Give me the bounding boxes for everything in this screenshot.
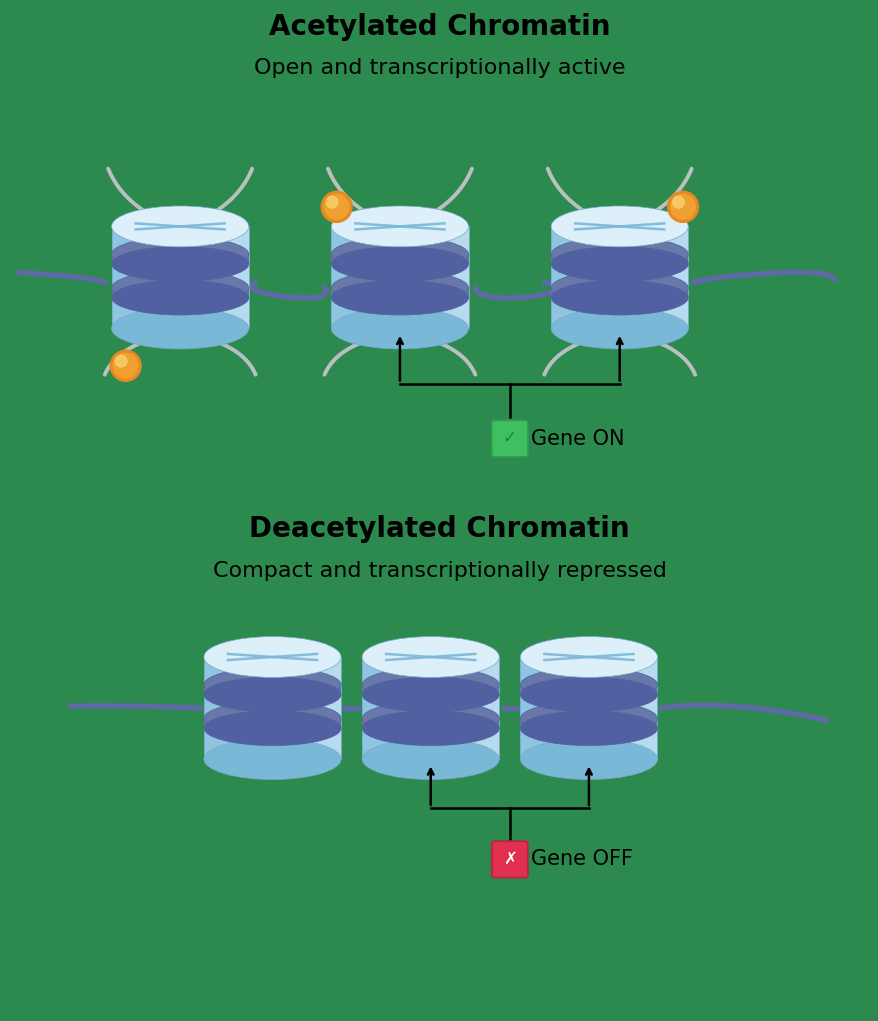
Ellipse shape (551, 206, 687, 247)
Ellipse shape (204, 668, 341, 702)
Circle shape (321, 191, 351, 223)
Text: ✗: ✗ (502, 849, 516, 868)
Ellipse shape (520, 738, 657, 779)
Text: Compact and transcriptionally repressed: Compact and transcriptionally repressed (212, 562, 666, 581)
Circle shape (326, 196, 337, 208)
Text: Open and transcriptionally active: Open and transcriptionally active (254, 58, 624, 78)
Ellipse shape (362, 668, 499, 702)
Ellipse shape (362, 701, 499, 736)
Circle shape (115, 355, 126, 367)
Polygon shape (112, 254, 248, 264)
Ellipse shape (362, 677, 499, 712)
Ellipse shape (551, 237, 687, 272)
Ellipse shape (112, 247, 248, 282)
Polygon shape (362, 685, 499, 694)
Polygon shape (653, 227, 687, 329)
Polygon shape (112, 227, 248, 329)
Polygon shape (551, 227, 578, 329)
Polygon shape (331, 227, 468, 329)
Polygon shape (520, 657, 547, 759)
Polygon shape (112, 288, 248, 298)
Ellipse shape (362, 711, 499, 745)
Ellipse shape (362, 636, 499, 677)
Circle shape (324, 194, 349, 220)
Ellipse shape (204, 636, 341, 677)
Polygon shape (520, 719, 657, 728)
Ellipse shape (520, 677, 657, 712)
Text: Gene OFF: Gene OFF (530, 849, 633, 870)
Polygon shape (551, 227, 687, 329)
Ellipse shape (551, 281, 687, 315)
Polygon shape (331, 227, 358, 329)
Text: ✓: ✓ (502, 429, 516, 447)
Text: Gene ON: Gene ON (530, 429, 624, 448)
Polygon shape (551, 288, 687, 298)
Ellipse shape (551, 308, 687, 349)
Ellipse shape (204, 711, 341, 745)
Ellipse shape (331, 247, 468, 282)
Polygon shape (306, 657, 341, 759)
Text: Acetylated Chromatin: Acetylated Chromatin (269, 13, 609, 41)
Ellipse shape (331, 271, 468, 305)
Circle shape (113, 353, 138, 378)
Polygon shape (362, 657, 389, 759)
Ellipse shape (551, 271, 687, 305)
Ellipse shape (331, 237, 468, 272)
Polygon shape (204, 657, 341, 759)
Polygon shape (112, 227, 139, 329)
Ellipse shape (551, 247, 687, 282)
Circle shape (670, 194, 694, 220)
FancyBboxPatch shape (492, 841, 528, 878)
FancyBboxPatch shape (492, 421, 527, 456)
Ellipse shape (520, 701, 657, 736)
Ellipse shape (112, 271, 248, 305)
Ellipse shape (204, 701, 341, 736)
Polygon shape (434, 227, 468, 329)
Polygon shape (204, 685, 341, 694)
Ellipse shape (331, 281, 468, 315)
Polygon shape (520, 685, 657, 694)
Ellipse shape (204, 738, 341, 779)
Ellipse shape (362, 738, 499, 779)
Polygon shape (331, 254, 468, 264)
Ellipse shape (520, 636, 657, 677)
Text: Deacetylated Chromatin: Deacetylated Chromatin (248, 515, 630, 543)
Ellipse shape (331, 206, 468, 247)
Polygon shape (204, 719, 341, 728)
Ellipse shape (520, 668, 657, 702)
Polygon shape (204, 657, 231, 759)
Ellipse shape (112, 237, 248, 272)
Polygon shape (464, 657, 499, 759)
Ellipse shape (331, 308, 468, 349)
Polygon shape (362, 719, 499, 728)
Ellipse shape (112, 281, 248, 315)
Circle shape (110, 350, 140, 381)
Ellipse shape (112, 308, 248, 349)
Polygon shape (331, 288, 468, 298)
Polygon shape (551, 254, 687, 264)
Circle shape (667, 191, 698, 223)
Ellipse shape (204, 677, 341, 712)
Polygon shape (362, 657, 499, 759)
Polygon shape (520, 657, 657, 759)
Ellipse shape (112, 206, 248, 247)
Polygon shape (623, 657, 657, 759)
Ellipse shape (520, 711, 657, 745)
Circle shape (672, 196, 683, 208)
Polygon shape (214, 227, 248, 329)
